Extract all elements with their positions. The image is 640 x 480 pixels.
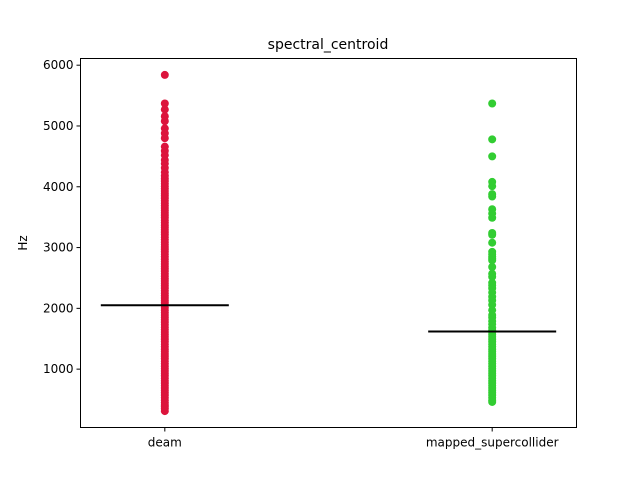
x-ticks: deam mapped_supercollider <box>148 427 559 450</box>
plot-frame <box>80 58 577 428</box>
data-point <box>488 99 497 108</box>
y-tick-label: 5000 <box>43 119 74 133</box>
data-point <box>488 213 497 222</box>
data-point <box>488 300 497 309</box>
data-point <box>160 70 169 79</box>
data-point <box>488 238 497 247</box>
data-point <box>488 192 497 201</box>
mean-lines <box>100 304 557 333</box>
chart-title: spectral_centroid <box>268 37 389 53</box>
x-tick-label: mapped_supercollider <box>426 436 559 450</box>
data-point <box>488 182 497 191</box>
y-ticks: 1000 2000 3000 4000 5000 6000 <box>43 58 81 376</box>
data-point <box>488 263 497 272</box>
y-tick-label: 1000 <box>43 362 74 376</box>
y-tick-label: 4000 <box>43 180 74 194</box>
x-tick-label: deam <box>148 436 182 450</box>
data-point <box>488 272 497 281</box>
y-tick-label: 6000 <box>43 58 74 72</box>
data-point <box>488 230 497 239</box>
data-point <box>160 134 169 143</box>
data-point <box>488 135 497 144</box>
data-point <box>488 256 497 265</box>
data-point <box>488 397 497 406</box>
data-point <box>160 407 169 416</box>
data-point <box>160 99 169 108</box>
y-tick-label: 2000 <box>43 301 74 315</box>
data-points <box>160 70 497 416</box>
y-tick-label: 3000 <box>43 241 74 255</box>
data-point <box>160 105 169 114</box>
data-point <box>488 152 497 161</box>
data-point <box>160 117 169 126</box>
y-axis-label: Hz <box>16 235 30 250</box>
